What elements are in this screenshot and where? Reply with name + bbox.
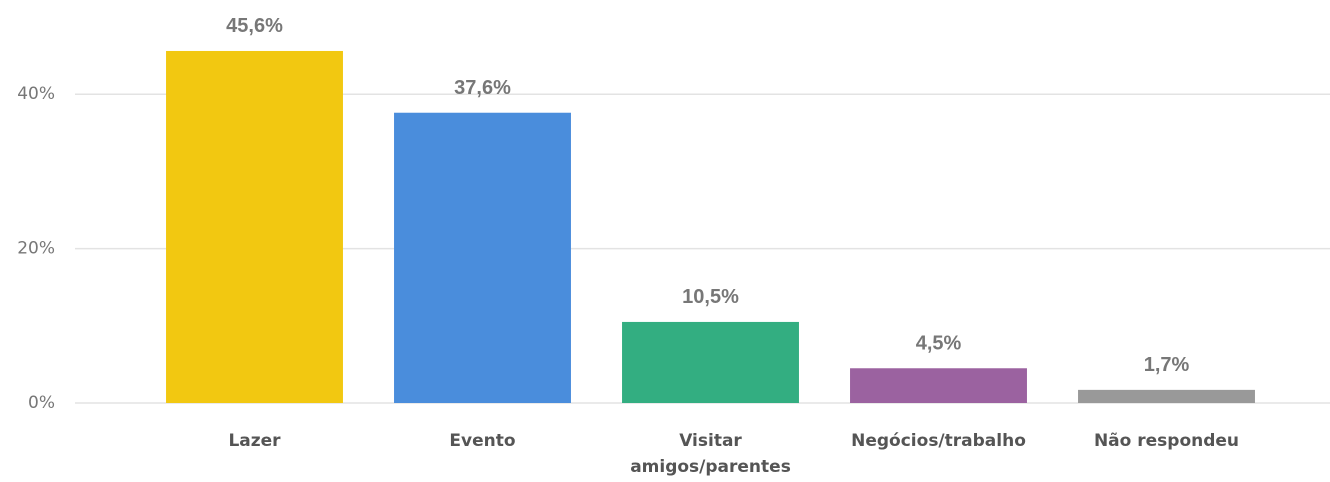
x-tick-label: Visitar amigos/parentes (630, 431, 791, 477)
x-tick-label: Não respondeu (1093, 431, 1240, 451)
y-tick-label: 40% (17, 84, 55, 104)
value-label: 10,5% (682, 286, 739, 308)
x-tick-label: Lazer (228, 431, 281, 451)
value-label: 4,5% (916, 333, 962, 355)
y-tick-label: 0% (28, 393, 55, 413)
y-tick-label: 20% (17, 239, 55, 259)
value-label: 45,6% (226, 15, 283, 37)
bar (166, 50, 343, 404)
x-tick-label: Negócios/trabalho (851, 431, 1026, 451)
bar (622, 321, 799, 403)
bar (394, 112, 571, 403)
bar (850, 368, 1027, 403)
x-tick-label: Evento (449, 431, 516, 451)
bar (1078, 389, 1255, 403)
value-label: 37,6% (454, 77, 511, 99)
value-label: 1,7% (1144, 354, 1190, 376)
